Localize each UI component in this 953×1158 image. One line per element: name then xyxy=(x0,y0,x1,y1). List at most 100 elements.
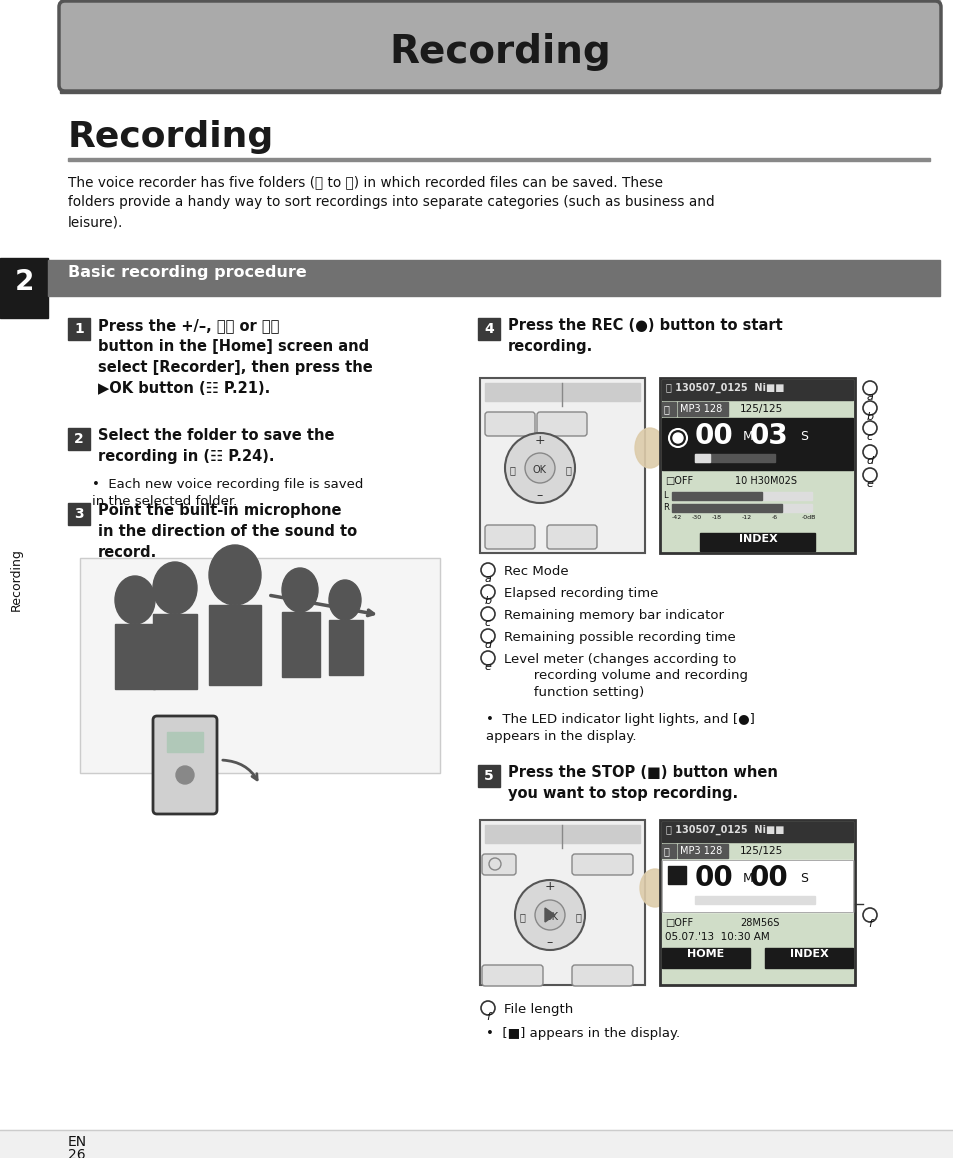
Text: +: + xyxy=(534,433,545,447)
Text: 00: 00 xyxy=(749,864,788,892)
Bar xyxy=(68,503,90,525)
Text: -30: -30 xyxy=(691,515,701,520)
Ellipse shape xyxy=(480,563,495,577)
Bar xyxy=(115,624,154,689)
Bar xyxy=(659,820,854,985)
Ellipse shape xyxy=(115,576,154,624)
FancyBboxPatch shape xyxy=(484,525,535,549)
Text: ⏮: ⏮ xyxy=(509,466,515,475)
FancyBboxPatch shape xyxy=(481,853,516,875)
Ellipse shape xyxy=(480,607,495,621)
Text: +: + xyxy=(544,880,555,894)
Ellipse shape xyxy=(480,629,495,643)
Text: 2: 2 xyxy=(14,267,33,296)
FancyBboxPatch shape xyxy=(572,965,633,985)
Polygon shape xyxy=(544,908,555,922)
Text: -0dB: -0dB xyxy=(801,515,816,520)
Ellipse shape xyxy=(480,651,495,665)
Bar xyxy=(484,383,639,401)
Text: OK: OK xyxy=(533,466,546,475)
Bar xyxy=(695,454,709,462)
FancyBboxPatch shape xyxy=(59,1,940,91)
Bar xyxy=(661,380,852,400)
Text: •  The LED indicator light lights, and [●]
appears in the display.: • The LED indicator light lights, and [●… xyxy=(485,713,754,743)
Ellipse shape xyxy=(282,569,317,611)
Text: -6: -6 xyxy=(771,515,778,520)
Text: f: f xyxy=(485,1012,490,1023)
Ellipse shape xyxy=(862,445,876,459)
Text: 26: 26 xyxy=(68,1148,86,1158)
Bar xyxy=(661,860,852,913)
Bar xyxy=(695,896,814,904)
Text: ⓝ 130507_0125  Ni■■: ⓝ 130507_0125 Ni■■ xyxy=(665,383,783,394)
Bar xyxy=(671,492,811,500)
FancyBboxPatch shape xyxy=(537,412,586,437)
Bar xyxy=(659,378,854,554)
Text: MP3 128: MP3 128 xyxy=(679,404,721,415)
Text: b: b xyxy=(865,412,873,422)
Text: 05.07.'13  10:30 AM: 05.07.'13 10:30 AM xyxy=(664,932,769,941)
Bar xyxy=(68,318,90,340)
Text: ⏮: ⏮ xyxy=(518,913,524,922)
Text: M: M xyxy=(742,430,753,444)
Bar xyxy=(0,258,48,318)
Bar xyxy=(80,558,439,774)
Bar xyxy=(671,504,781,512)
Text: 125/125: 125/125 xyxy=(740,846,782,856)
Bar xyxy=(477,765,499,787)
FancyBboxPatch shape xyxy=(572,853,633,875)
Bar xyxy=(695,454,774,462)
Bar xyxy=(661,948,749,968)
Text: c: c xyxy=(484,618,491,628)
Text: 03: 03 xyxy=(749,422,788,450)
Text: File length: File length xyxy=(503,1003,573,1016)
Ellipse shape xyxy=(480,585,495,599)
Bar xyxy=(479,820,644,985)
Text: c: c xyxy=(866,432,872,442)
Bar xyxy=(329,620,363,675)
Bar xyxy=(661,844,676,858)
Text: –: – xyxy=(546,937,553,950)
Text: Remaining memory bar indicator: Remaining memory bar indicator xyxy=(503,609,723,622)
Text: –: – xyxy=(537,490,542,503)
Text: OK: OK xyxy=(544,913,558,922)
Ellipse shape xyxy=(862,381,876,395)
Text: Point the built-in microphone
in the direction of the sound to
record.: Point the built-in microphone in the dir… xyxy=(98,503,356,560)
Text: ⏭: ⏭ xyxy=(575,913,580,922)
Ellipse shape xyxy=(668,428,686,447)
Text: b: b xyxy=(484,596,491,606)
Text: d: d xyxy=(865,456,873,466)
Text: □OFF: □OFF xyxy=(664,476,693,486)
Text: -12: -12 xyxy=(741,515,751,520)
Bar xyxy=(661,402,676,416)
Ellipse shape xyxy=(862,422,876,435)
Text: 4: 4 xyxy=(483,322,494,336)
Bar xyxy=(60,85,939,93)
Bar xyxy=(80,558,439,774)
Text: Recording: Recording xyxy=(389,32,610,71)
Text: Press the REC (●) button to start
recording.: Press the REC (●) button to start record… xyxy=(507,318,781,354)
Text: Basic recording procedure: Basic recording procedure xyxy=(68,265,307,280)
Ellipse shape xyxy=(329,580,360,620)
Text: d: d xyxy=(484,640,491,650)
Text: Recording: Recording xyxy=(10,549,23,611)
Text: a: a xyxy=(865,393,873,402)
Bar xyxy=(167,732,203,752)
Text: -42: -42 xyxy=(671,515,681,520)
Bar xyxy=(209,604,261,686)
Bar xyxy=(764,948,852,968)
Text: □OFF: □OFF xyxy=(664,918,693,928)
Ellipse shape xyxy=(862,468,876,482)
Bar xyxy=(68,428,90,450)
Text: 00: 00 xyxy=(695,422,733,450)
Text: e: e xyxy=(484,662,491,672)
Text: Rec Mode: Rec Mode xyxy=(503,565,568,578)
Bar xyxy=(659,820,854,985)
Text: Press the +/–, ⏮⏮ or ⏭⏭
button in the [Home] screen and
select [Recorder], then : Press the +/–, ⏮⏮ or ⏭⏭ button in the [H… xyxy=(98,318,373,396)
Bar xyxy=(60,0,939,88)
Text: folders provide a handy way to sort recordings into separate categories (such as: folders provide a handy way to sort reco… xyxy=(68,195,714,208)
Bar xyxy=(479,820,644,985)
Ellipse shape xyxy=(504,433,575,503)
FancyBboxPatch shape xyxy=(484,412,535,437)
Text: 3: 3 xyxy=(74,507,84,521)
